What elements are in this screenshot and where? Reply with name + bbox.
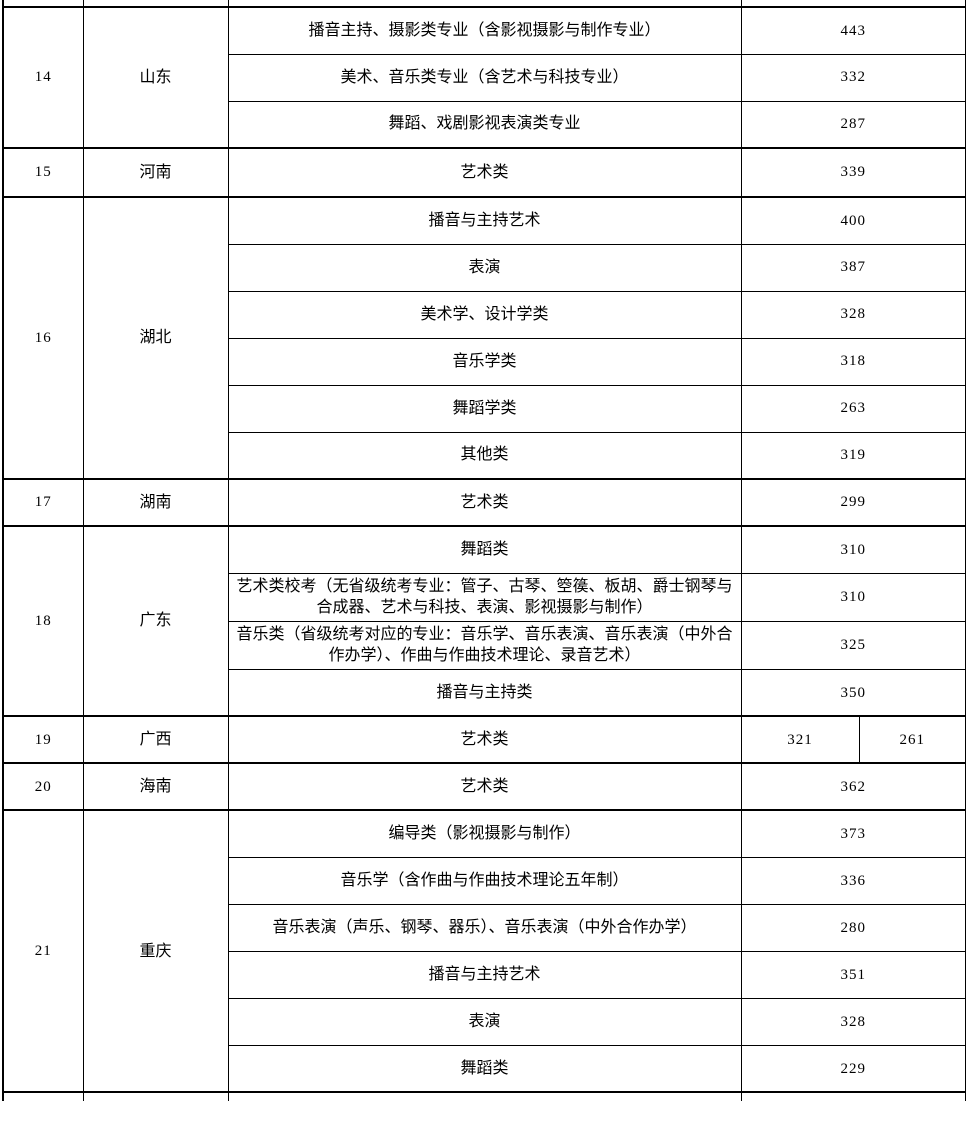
- province-cell: 湖南: [82, 478, 229, 527]
- score-cell: 263: [740, 384, 966, 433]
- row-no-cell: 16: [2, 196, 84, 480]
- table-row: 19 广西 艺术类 321 261: [2, 715, 966, 764]
- score-cell-2: 261: [858, 715, 966, 764]
- major-cell: 艺术类校考（无省级统考专业：管子、古琴、箜篌、板胡、爵士钢琴与合成器、艺术与科技…: [227, 572, 742, 622]
- major-cell: 舞蹈类: [227, 1044, 742, 1093]
- table-row: 表演 328: [3, 997, 966, 1046]
- table-row: 音乐学（含作曲与作曲技术理论五年制） 336: [3, 856, 966, 905]
- table-row: 音乐学类 318: [3, 337, 966, 386]
- table-row: 17 湖南 艺术类 299: [2, 478, 966, 527]
- score-cell: 318: [740, 337, 966, 386]
- empty-cell: [2, 0, 84, 8]
- empty-cell: [2, 1091, 84, 1102]
- province-cell: 广东: [82, 524, 229, 717]
- score-cell: 350: [740, 668, 966, 717]
- row-no-cell: 14: [2, 6, 84, 149]
- partial-row-bottom: [2, 1091, 966, 1102]
- score-cell: 299: [740, 478, 966, 527]
- province-cell: 广西: [82, 715, 229, 764]
- table-row: 表演 387: [3, 243, 966, 292]
- table-row: 20 海南 艺术类 362: [2, 762, 966, 811]
- score-cell: 287: [740, 100, 966, 149]
- table-row: 21 重庆 编导类（影视摄影与制作） 373: [2, 809, 966, 1093]
- province-cell: 海南: [82, 762, 229, 811]
- row-no-cell: 15: [2, 147, 84, 198]
- empty-cell: [227, 0, 742, 8]
- empty-cell: [740, 1091, 966, 1102]
- table-row: 音乐类（省级统考对应的专业：音乐学、音乐表演、音乐表演（中外合作办学）、作曲与作…: [3, 620, 966, 670]
- row-no-cell: 21: [2, 809, 84, 1093]
- major-cell: 艺术类: [227, 478, 742, 527]
- table-row: 舞蹈学类 263: [3, 384, 966, 433]
- row-no-cell: 17: [2, 478, 84, 527]
- score-cell: 310: [740, 572, 966, 622]
- major-cell: 编导类（影视摄影与制作）: [227, 809, 742, 858]
- province-cell: 河南: [82, 147, 229, 198]
- score-cell: 319: [740, 431, 966, 480]
- score-cell: 351: [740, 950, 966, 999]
- table-row: 其他类 319: [3, 431, 966, 480]
- empty-cell: [227, 1091, 742, 1102]
- score-cell: 387: [740, 243, 966, 292]
- row-no-cell: 20: [2, 762, 84, 811]
- score-cell: 332: [740, 53, 966, 102]
- major-cell: 音乐表演（声乐、钢琴、器乐）、音乐表演（中外合作办学）: [227, 903, 742, 952]
- score-cell: 325: [740, 620, 966, 670]
- major-cell: 播音与主持艺术: [227, 950, 742, 999]
- major-cell: 艺术类: [227, 147, 742, 198]
- major-cell: 艺术类: [227, 715, 742, 764]
- major-cell: 舞蹈类: [227, 525, 742, 574]
- empty-cell: [82, 1091, 229, 1102]
- major-cell: 播音与主持艺术: [227, 196, 742, 245]
- empty-cell: [740, 0, 966, 8]
- major-cell: 音乐学类: [227, 337, 742, 386]
- score-cell: 310: [740, 525, 966, 574]
- major-cell: 舞蹈、戏剧影视表演类专业: [227, 100, 742, 149]
- score-cell: 339: [740, 147, 966, 198]
- score-cell: 373: [740, 809, 966, 858]
- major-cell: 播音与主持类: [227, 668, 742, 717]
- major-cell: 美术、音乐类专业（含艺术与科技专业）: [227, 53, 742, 102]
- score-cell: 400: [740, 196, 966, 245]
- partial-row-top: [2, 0, 966, 8]
- score-cell: 328: [740, 997, 966, 1046]
- row-no-cell: 18: [2, 524, 84, 717]
- table-row: 艺术类校考（无省级统考专业：管子、古琴、箜篌、板胡、爵士钢琴与合成器、艺术与科技…: [3, 572, 966, 622]
- table-row: 舞蹈、戏剧影视表演类专业 287: [3, 100, 966, 149]
- score-cell: 328: [740, 290, 966, 339]
- major-cell: 美术学、设计学类: [227, 290, 742, 339]
- major-cell: 表演: [227, 997, 742, 1046]
- score-cell: 280: [740, 903, 966, 952]
- major-cell: 播音主持、摄影类专业（含影视摄影与制作专业）: [227, 6, 742, 55]
- table-row: 美术、音乐类专业（含艺术与科技专业） 332: [3, 53, 966, 102]
- admission-score-table: 14 山东 播音主持、摄影类专业（含影视摄影与制作专业） 443 美术、音乐类专…: [2, 0, 966, 1102]
- table-row: 15 河南 艺术类 339: [2, 147, 966, 198]
- empty-cell: [82, 0, 229, 8]
- score-cell: 362: [740, 762, 966, 811]
- table-row: 美术学、设计学类 328: [3, 290, 966, 339]
- province-cell: 湖北: [82, 196, 229, 480]
- major-cell: 音乐学（含作曲与作曲技术理论五年制）: [227, 856, 742, 905]
- major-cell: 其他类: [227, 431, 742, 480]
- province-cell: 山东: [82, 6, 229, 149]
- province-cell: 重庆: [82, 809, 229, 1093]
- table-row: 播音与主持类 350: [3, 668, 966, 717]
- major-cell: 舞蹈学类: [227, 384, 742, 433]
- score-cell: 336: [740, 856, 966, 905]
- major-cell: 艺术类: [227, 762, 742, 811]
- table-row: 18 广东 舞蹈类 310: [2, 524, 966, 717]
- row-no-cell: 19: [2, 715, 84, 764]
- score-cell: 229: [740, 1044, 966, 1093]
- table-row: 播音与主持艺术 351: [3, 950, 966, 999]
- score-cell: 443: [740, 6, 966, 55]
- major-cell: 表演: [227, 243, 742, 292]
- table-row: 16 湖北 播音与主持艺术 400: [2, 196, 966, 480]
- score-cell: 321: [740, 715, 860, 764]
- major-cell: 音乐类（省级统考对应的专业：音乐学、音乐表演、音乐表演（中外合作办学）、作曲与作…: [227, 620, 742, 670]
- table-row: 14 山东 播音主持、摄影类专业（含影视摄影与制作专业） 443: [2, 6, 966, 149]
